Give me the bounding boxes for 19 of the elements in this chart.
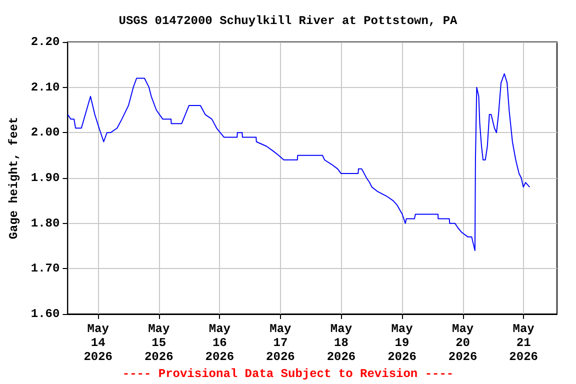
x-tick-label: May 16 2026 bbox=[205, 322, 234, 364]
x-tick-label: May 20 2026 bbox=[448, 322, 478, 364]
y-tick-label: 2.20 bbox=[30, 35, 60, 49]
y-tick-label: 2.10 bbox=[30, 80, 60, 94]
x-tick-label: May 15 2026 bbox=[144, 322, 174, 364]
y-tick-label: 1.70 bbox=[30, 262, 60, 276]
x-tick-label: May 14 2026 bbox=[84, 322, 112, 364]
y-tick-label: 1.80 bbox=[30, 216, 60, 230]
x-tick-label: May 17 2026 bbox=[266, 322, 295, 364]
y-tick-label: 1.60 bbox=[30, 307, 60, 321]
y-axis-title: Gage height, feet bbox=[7, 116, 21, 240]
line-series bbox=[67, 73, 530, 252]
y-tick-label: 2.00 bbox=[30, 126, 60, 140]
y-tick-label: 1.90 bbox=[30, 171, 60, 185]
x-tick-label: May 18 2026 bbox=[326, 322, 356, 364]
chart-title: USGS 01472000 Schuylkill River at Pottstown, PA bbox=[118, 14, 458, 28]
text: ---- Provisional Data Subject to Revision ---- bbox=[122, 367, 454, 381]
x-tick-label: May 19 2026 bbox=[388, 322, 416, 364]
x-tick-label: May 21 2026 bbox=[509, 322, 538, 364]
